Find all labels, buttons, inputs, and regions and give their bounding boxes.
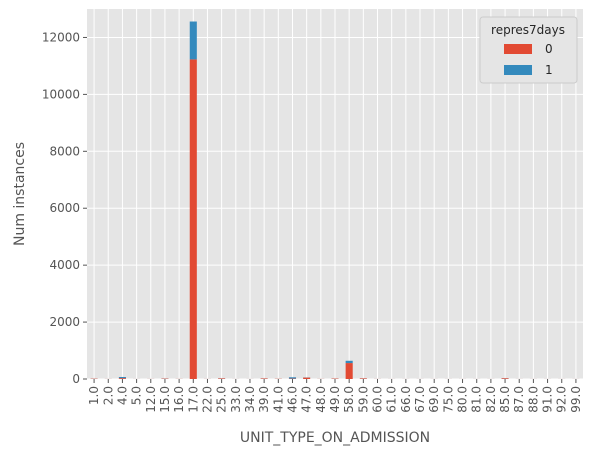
- y-tick-label: 8000: [49, 144, 80, 158]
- x-tick-label: 22.0: [200, 386, 214, 413]
- x-tick-label: 17.0: [186, 386, 200, 413]
- x-tick-label: 33.0: [229, 386, 243, 413]
- x-tick-label: 69.0: [427, 386, 441, 413]
- legend: repres7days 0 1: [479, 16, 578, 84]
- legend-title: repres7days: [491, 23, 565, 37]
- x-tick-label: 87.0: [512, 386, 526, 413]
- x-tick-label: 41.0: [271, 386, 285, 413]
- x-tick-label: 82.0: [484, 386, 498, 413]
- x-tick-label: 58.0: [342, 386, 356, 413]
- bars: [90, 21, 580, 379]
- bar-series-0-58.0: [345, 363, 353, 379]
- legend-label-1: 1: [545, 63, 553, 77]
- legend-swatch-1: [504, 65, 532, 75]
- y-tick-label: 10000: [42, 87, 80, 101]
- x-tick-label: 49.0: [328, 386, 342, 413]
- x-tick-label: 46.0: [285, 386, 299, 413]
- x-axis-ticks: 1.0 2.0 4.0 5.0 12.0 15.0 16.0 17.0 22.0 25.0 33.0…: [87, 379, 583, 413]
- y-tick-label: 6000: [49, 201, 80, 215]
- bar-series-1-4.0: [118, 377, 126, 379]
- bar-series-0-25.0: [218, 378, 226, 379]
- x-tick-label: 5.0: [130, 386, 144, 405]
- y-axis-title: Num instances: [12, 142, 28, 246]
- x-tick-label: 81.0: [470, 386, 484, 413]
- bar-series-1-46.0: [288, 377, 297, 379]
- bar-series-0-39.0: [260, 378, 268, 379]
- bar-series-0-59.0: [359, 378, 367, 379]
- x-tick-label: 4.0: [115, 386, 129, 405]
- bar-series-0-85.0: [501, 378, 509, 379]
- x-tick-label: 85.0: [498, 386, 512, 413]
- x-tick-label: 61.0: [385, 386, 399, 413]
- grid-lines: [87, 9, 583, 380]
- x-tick-label: 15.0: [158, 386, 172, 413]
- x-tick-label: 99.0: [569, 386, 583, 413]
- bar-series-1-58.0: [345, 360, 353, 364]
- x-tick-label: 67.0: [413, 386, 427, 413]
- legend-swatch-0: [504, 44, 532, 54]
- y-tick-label: 12000: [42, 30, 80, 44]
- x-tick-label: 91.0: [541, 386, 555, 413]
- x-tick-label: 88.0: [526, 386, 540, 413]
- x-tick-label: 2.0: [101, 386, 115, 405]
- bar-series-0-17.0: [189, 59, 197, 379]
- x-tick-label: 80.0: [456, 386, 470, 413]
- y-tick-label: 0: [72, 372, 80, 386]
- x-axis-title: UNIT_TYPE_ON_ADMISSION: [240, 430, 430, 446]
- x-tick-label: 66.0: [399, 386, 413, 413]
- x-tick-label: 48.0: [314, 386, 328, 413]
- y-axis-ticks: 0 2000 4000 6000 8000 10000 12000: [42, 30, 87, 386]
- bar-series-0-47.0: [303, 377, 311, 379]
- x-tick-label: 60.0: [371, 386, 385, 413]
- x-tick-label: 75.0: [441, 386, 455, 413]
- x-tick-label: 47.0: [300, 386, 314, 413]
- y-tick-label: 2000: [49, 315, 80, 329]
- bar-series-1-17.0: [189, 21, 197, 60]
- legend-label-0: 0: [545, 42, 553, 56]
- y-tick-label: 4000: [49, 258, 80, 272]
- x-tick-label: 34.0: [243, 386, 257, 413]
- x-tick-label: 92.0: [555, 386, 569, 413]
- x-tick-label: 16.0: [172, 386, 186, 413]
- x-tick-label: 12.0: [144, 386, 158, 413]
- x-tick-label: 39.0: [257, 386, 271, 413]
- bar-series-0-4.0: [118, 378, 126, 379]
- x-tick-label: 1.0: [87, 386, 101, 405]
- x-tick-label: 25.0: [215, 386, 229, 413]
- x-tick-label: 59.0: [356, 386, 370, 413]
